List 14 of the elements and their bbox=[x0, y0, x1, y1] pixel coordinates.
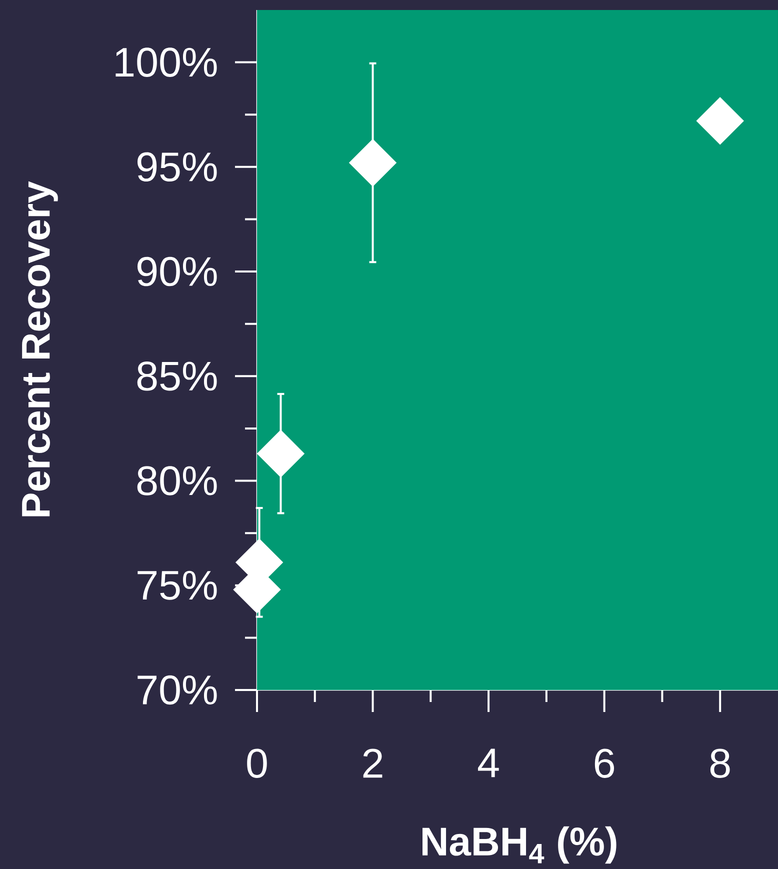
x-tick-label: 0 bbox=[247, 748, 267, 778]
x-tick-label: 6 bbox=[594, 748, 614, 778]
x-tick-label: 4 bbox=[478, 748, 499, 778]
y-tick-label: 70% bbox=[138, 675, 217, 705]
x-axis-title: NaBH$_{4}$ (%) bbox=[422, 826, 616, 864]
x-tick-label: 2 bbox=[363, 748, 382, 778]
y-tick-label: 85% bbox=[137, 362, 217, 391]
y-tick-label: 90% bbox=[138, 256, 217, 286]
y-tick-label: 75% bbox=[138, 570, 217, 600]
x-tick-label: 8 bbox=[710, 748, 730, 778]
y-tick-label: 95% bbox=[138, 152, 217, 182]
y-axis-title: Percent Recovery bbox=[22, 181, 58, 516]
y-tick-label: 80% bbox=[137, 466, 217, 496]
y-tick-label: 100% bbox=[116, 48, 217, 77]
